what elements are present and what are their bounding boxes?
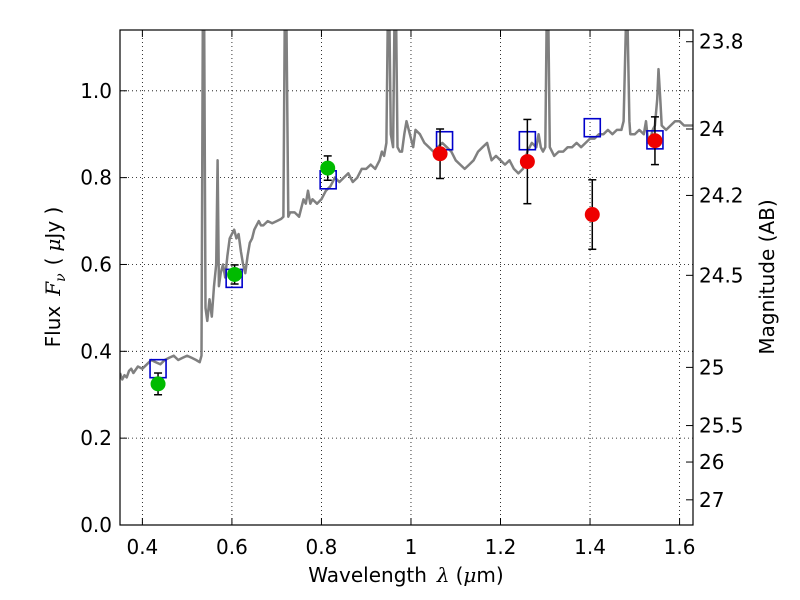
y2-axis-label: Magnitude (AB) bbox=[755, 199, 779, 354]
y-axis-label: FluxFν(μJy ) bbox=[41, 207, 69, 348]
observed-point-red bbox=[519, 154, 535, 170]
y2-tick-label: 27 bbox=[699, 488, 724, 512]
y-tick-label: 0.6 bbox=[80, 252, 112, 276]
observed-photometry-markers bbox=[150, 133, 663, 392]
y-axis-ticks: 0.0 0.2 0.4 0.6 0.8 1.0 bbox=[80, 79, 127, 537]
y-tick-label: 1.0 bbox=[80, 79, 112, 103]
x-axis-label: Wavelength λ (μm) bbox=[308, 563, 503, 587]
observed-point-red bbox=[647, 133, 663, 149]
grid-lines bbox=[120, 30, 693, 526]
x-tick-label: 0.6 bbox=[216, 535, 248, 559]
x-tick-label: 1.2 bbox=[485, 535, 517, 559]
model-spectrum bbox=[120, 30, 693, 381]
y2-tick-label: 25.5 bbox=[699, 414, 744, 438]
x-tick-label: 1 bbox=[405, 535, 418, 559]
observed-point-green bbox=[227, 266, 243, 282]
y-tick-label: 0.8 bbox=[80, 166, 112, 190]
x-tick-label: 1.4 bbox=[574, 535, 606, 559]
y2-axis-ticks: 23.8 24 24.2 24.5 25 25.5 26 27 bbox=[686, 30, 744, 512]
y2-tick-label: 24 bbox=[699, 117, 724, 141]
y-tick-label: 0.4 bbox=[80, 339, 112, 363]
observed-point-red bbox=[584, 207, 600, 223]
error-bars bbox=[154, 116, 659, 396]
y2-tick-label: 25 bbox=[699, 355, 724, 379]
y2-tick-label: 26 bbox=[699, 450, 724, 474]
y-tick-label: 0.0 bbox=[80, 513, 112, 537]
observed-point-green bbox=[150, 376, 166, 392]
x-axis-ticks: 0.4 0.6 0.8 1 1.2 1.4 1.6 bbox=[126, 30, 695, 559]
x-tick-label: 1.6 bbox=[664, 535, 696, 559]
observed-point-red bbox=[432, 146, 448, 162]
y2-tick-label: 24.2 bbox=[699, 183, 744, 207]
model-photometry-markers bbox=[149, 117, 664, 379]
plot-frame bbox=[119, 29, 694, 526]
y2-tick-label: 24.5 bbox=[699, 263, 744, 287]
x-tick-label: 0.8 bbox=[306, 535, 338, 559]
spectrum-line bbox=[120, 30, 693, 381]
model-square bbox=[583, 117, 602, 138]
y-tick-label: 0.2 bbox=[80, 426, 112, 450]
x-tick-label: 0.4 bbox=[126, 535, 158, 559]
observed-point-green bbox=[320, 160, 336, 176]
y2-tick-label: 23.8 bbox=[699, 30, 744, 54]
